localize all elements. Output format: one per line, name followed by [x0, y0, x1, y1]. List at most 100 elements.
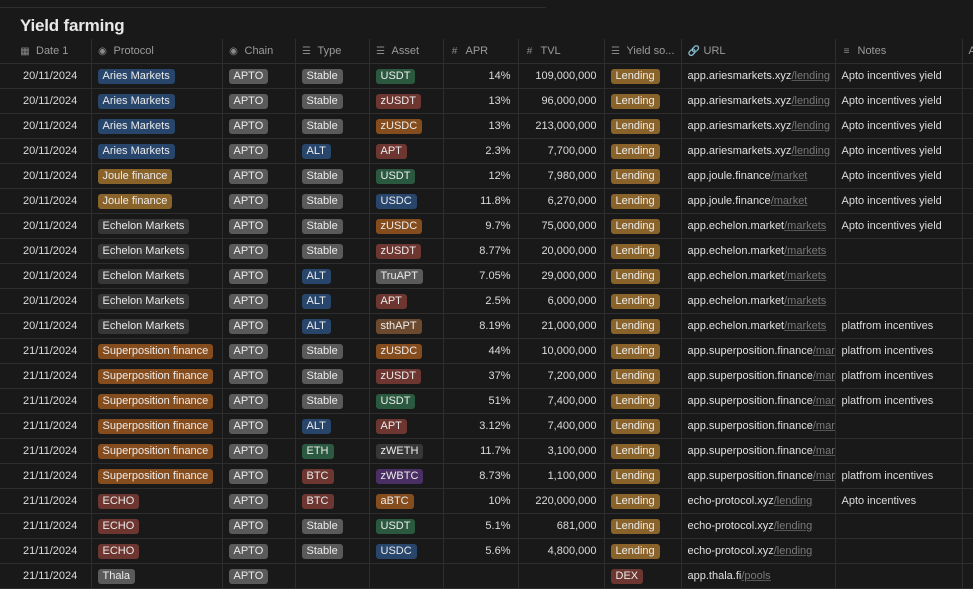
chain-cell[interactable]: APTO	[222, 414, 295, 439]
extra-cell[interactable]	[962, 414, 973, 439]
type-cell[interactable]: Stable	[295, 389, 369, 414]
column-header-apr[interactable]: #APR	[443, 39, 518, 64]
type-cell[interactable]: BTC	[295, 464, 369, 489]
url-cell[interactable]: app.ariesmarkets.xyz/lending	[681, 139, 835, 164]
extra-cell[interactable]	[962, 314, 973, 339]
asset-cell[interactable]: USDT	[369, 164, 443, 189]
tvl-cell[interactable]: 75,000,000	[518, 214, 604, 239]
notes-cell[interactable]: platfrom incentives	[835, 314, 962, 339]
notes-cell[interactable]	[835, 289, 962, 314]
url-link[interactable]: app.superposition.finance/markets	[688, 395, 836, 407]
asset-cell[interactable]: aBTC	[369, 489, 443, 514]
protocol-cell[interactable]: Echelon Markets	[91, 289, 222, 314]
chain-cell[interactable]: APTO	[222, 64, 295, 89]
protocol-cell[interactable]: Aries Markets	[91, 114, 222, 139]
url-link[interactable]: app.superposition.finance/markets	[688, 420, 836, 432]
url-link[interactable]: app.superposition.finance/markets	[688, 470, 836, 482]
yield-source-cell[interactable]: Lending	[604, 339, 681, 364]
url-cell[interactable]: app.superposition.finance/markets	[681, 339, 835, 364]
type-cell[interactable]: Stable	[295, 89, 369, 114]
protocol-cell[interactable]: Echelon Markets	[91, 264, 222, 289]
apr-cell[interactable]: 12%	[443, 164, 518, 189]
yield-source-cell[interactable]: Lending	[604, 389, 681, 414]
url-link[interactable]: app.ariesmarkets.xyz/lending	[688, 120, 830, 132]
type-cell[interactable]: Stable	[295, 164, 369, 189]
asset-cell[interactable]: zUSDT	[369, 364, 443, 389]
date-cell[interactable]: 20/11/2024	[0, 214, 91, 239]
url-link[interactable]: app.ariesmarkets.xyz/lending	[688, 145, 830, 157]
url-cell[interactable]: app.joule.finance/market	[681, 189, 835, 214]
notes-cell[interactable]	[835, 264, 962, 289]
yield-source-cell[interactable]: Lending	[604, 189, 681, 214]
tvl-cell[interactable]: 20,000,000	[518, 239, 604, 264]
type-cell[interactable]: Stable	[295, 239, 369, 264]
type-cell[interactable]: ALT	[295, 314, 369, 339]
notes-cell[interactable]: platfrom incentives	[835, 464, 962, 489]
url-cell[interactable]: app.ariesmarkets.xyz/lending	[681, 89, 835, 114]
url-link[interactable]: echo-protocol.xyz/lending	[688, 495, 813, 507]
yield-source-cell[interactable]: Lending	[604, 464, 681, 489]
protocol-cell[interactable]: Joule finance	[91, 189, 222, 214]
chain-cell[interactable]: APTO	[222, 339, 295, 364]
yield-source-cell[interactable]: Lending	[604, 114, 681, 139]
url-link[interactable]: app.superposition.finance/markets	[688, 445, 836, 457]
extra-cell[interactable]	[962, 489, 973, 514]
type-cell[interactable]: ETH	[295, 439, 369, 464]
asset-cell[interactable]: zUSDC	[369, 339, 443, 364]
type-cell[interactable]: BTC	[295, 489, 369, 514]
url-cell[interactable]: app.echelon.market/markets	[681, 214, 835, 239]
url-link[interactable]: app.ariesmarkets.xyz/lending	[688, 95, 830, 107]
url-link[interactable]: app.echelon.market/markets	[688, 320, 827, 332]
apr-cell[interactable]: 10%	[443, 489, 518, 514]
asset-cell[interactable]: zUSDC	[369, 214, 443, 239]
asset-cell[interactable]: zUSDC	[369, 114, 443, 139]
date-cell[interactable]: 21/11/2024	[0, 389, 91, 414]
url-cell[interactable]: echo-protocol.xyz/lending	[681, 489, 835, 514]
tvl-cell[interactable]: 29,000,000	[518, 264, 604, 289]
url-link[interactable]: app.joule.finance/market	[688, 170, 808, 182]
column-header-asset[interactable]: ☰Asset	[369, 39, 443, 64]
column-header-notes[interactable]: ≡Notes	[835, 39, 962, 64]
tvl-cell[interactable]: 7,400,000	[518, 389, 604, 414]
asset-cell[interactable]: zWBTC	[369, 464, 443, 489]
url-cell[interactable]: app.ariesmarkets.xyz/lending	[681, 64, 835, 89]
tvl-cell[interactable]: 220,000,000	[518, 489, 604, 514]
yield-source-cell[interactable]: Lending	[604, 264, 681, 289]
url-link[interactable]: app.ariesmarkets.xyz/lending	[688, 70, 830, 82]
date-cell[interactable]: 21/11/2024	[0, 414, 91, 439]
column-header-url[interactable]: 🔗URL	[681, 39, 835, 64]
apr-cell[interactable]: 8.77%	[443, 239, 518, 264]
chain-cell[interactable]: APTO	[222, 364, 295, 389]
tvl-cell[interactable]: 6,000,000	[518, 289, 604, 314]
url-cell[interactable]: app.echelon.market/markets	[681, 239, 835, 264]
yield-source-cell[interactable]: Lending	[604, 489, 681, 514]
notes-cell[interactable]: platfrom incentives	[835, 339, 962, 364]
url-cell[interactable]: app.echelon.market/markets	[681, 289, 835, 314]
tvl-cell[interactable]: 7,400,000	[518, 414, 604, 439]
asset-cell[interactable]: zWETH	[369, 439, 443, 464]
date-cell[interactable]: 20/11/2024	[0, 139, 91, 164]
url-link[interactable]: app.echelon.market/markets	[688, 245, 827, 257]
url-cell[interactable]: app.superposition.finance/markets	[681, 364, 835, 389]
notes-cell[interactable]: platfrom incentives	[835, 389, 962, 414]
type-cell[interactable]: Stable	[295, 539, 369, 564]
apr-cell[interactable]: 37%	[443, 364, 518, 389]
asset-cell[interactable]: USDT	[369, 514, 443, 539]
type-cell[interactable]: ALT	[295, 264, 369, 289]
notes-cell[interactable]	[835, 439, 962, 464]
date-cell[interactable]: 21/11/2024	[0, 514, 91, 539]
chain-cell[interactable]: APTO	[222, 114, 295, 139]
asset-cell[interactable]: APT	[369, 289, 443, 314]
chain-cell[interactable]: APTO	[222, 89, 295, 114]
apr-cell[interactable]: 13%	[443, 114, 518, 139]
apr-cell[interactable]: 7.05%	[443, 264, 518, 289]
